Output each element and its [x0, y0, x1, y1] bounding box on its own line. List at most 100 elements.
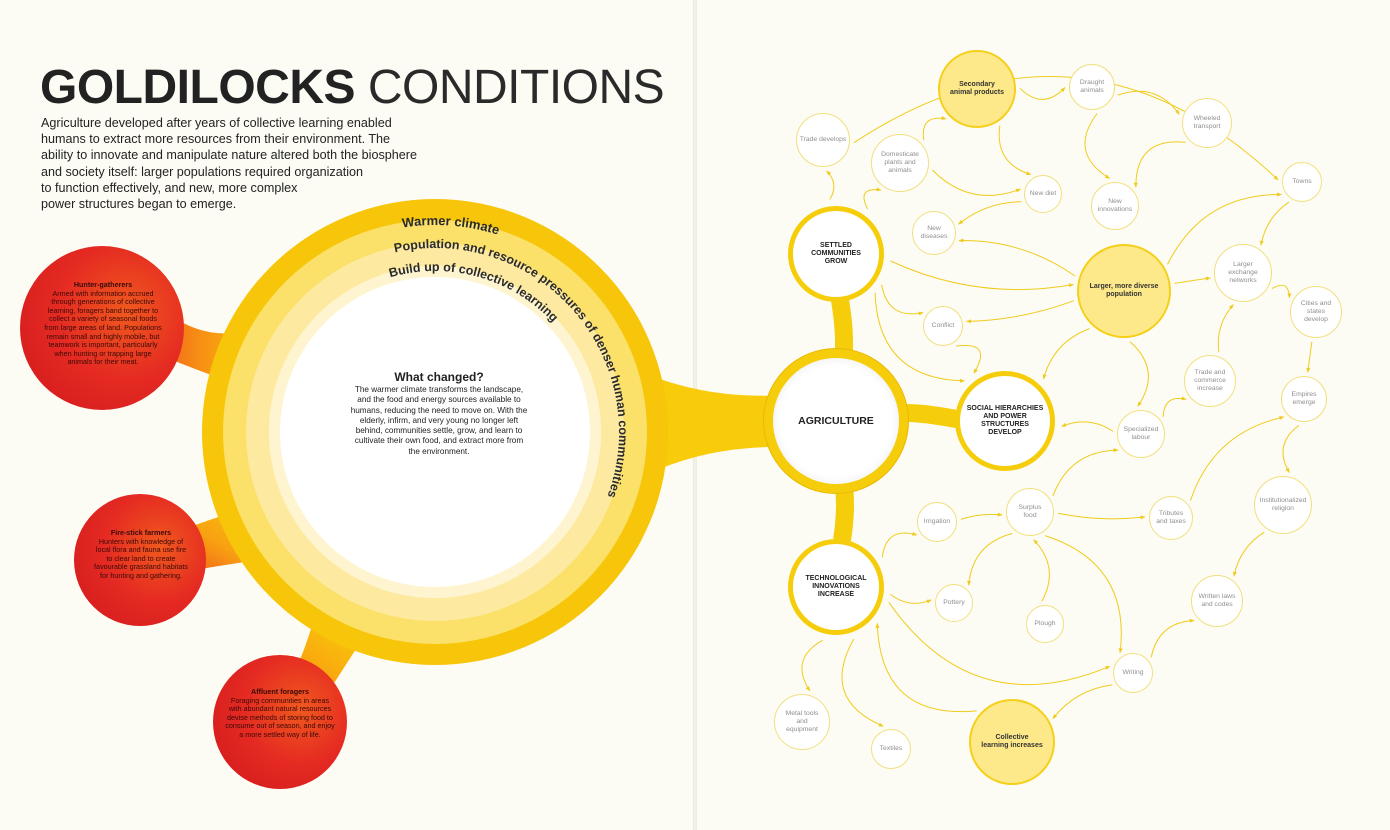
- link-arrow: [958, 201, 1022, 225]
- title-light: CONDITIONS: [367, 61, 665, 114]
- node-empires: Empires emerge: [1281, 376, 1327, 422]
- node-new-diseases: New diseases: [912, 211, 956, 255]
- fire-stick-heading: Fire-stick farmers: [110, 528, 172, 537]
- affluent-text: Affluent foragers Foraging communities i…: [224, 687, 336, 740]
- circle-fire-stick: [74, 494, 206, 626]
- node-surplus: Surplus food: [1006, 488, 1054, 536]
- node-plough: Plough: [1026, 605, 1064, 643]
- node-trade-develops: Trade develops: [796, 113, 850, 167]
- inner-circle: [280, 277, 590, 587]
- link-arrow: [1019, 87, 1066, 100]
- node-label: Trade and commerce increase: [1194, 369, 1226, 392]
- circle-hunter-gatherers: [20, 246, 184, 410]
- link-arrow: [875, 622, 977, 713]
- link-arrow: [863, 187, 882, 210]
- node-label: Plough: [1034, 620, 1056, 627]
- link-arrow: [801, 639, 823, 692]
- link-arrow: [841, 638, 884, 727]
- intro-line: power structures began to emerge.: [41, 197, 237, 212]
- link-arrow: [1162, 396, 1187, 417]
- node-label: Writing: [1122, 669, 1144, 676]
- node-label: Conflict: [931, 322, 955, 329]
- link-arrow: [1033, 539, 1050, 602]
- hub-social: SOCIAL HIERARCHIES AND POWER STRUCTURES …: [955, 371, 1055, 471]
- link-arrow: [1217, 304, 1234, 353]
- node-written-laws: Written laws and codes: [1191, 575, 1243, 627]
- link-arrow: [1232, 531, 1265, 577]
- node-wheeled: Wheeled transport: [1182, 98, 1232, 148]
- node-conflict: Conflict: [923, 306, 963, 346]
- intro-line: to function effectively, and new, more c…: [41, 180, 298, 195]
- node-pottery: Pottery: [935, 584, 973, 622]
- hub-agriculture: AGRICULTURE: [764, 349, 908, 493]
- link-arrow: [960, 512, 1003, 520]
- node-collective-label: Collective learning increases: [981, 733, 1043, 749]
- affluent-heading: Affluent foragers: [251, 687, 309, 696]
- node-secondary-label: Secondary animal products: [949, 80, 1005, 96]
- link-arrow: [1052, 684, 1113, 720]
- intro-text: Agriculture developed after years of col…: [41, 115, 431, 212]
- link-arrow: [1271, 284, 1292, 299]
- node-exchange: Larger exchange networks: [1214, 244, 1272, 302]
- link-arrow: [1189, 415, 1285, 501]
- node-new-innovations: New innovations: [1091, 182, 1139, 230]
- link-arrow: [1150, 618, 1195, 658]
- node-label: Institutionalized religion: [1259, 497, 1307, 512]
- node-trade-commerce: Trade and commerce increase: [1184, 355, 1236, 407]
- link-arrow: [881, 284, 924, 316]
- node-label: Pottery: [943, 599, 965, 606]
- node-label: Trade develops: [799, 136, 847, 143]
- node-label: Textiles: [879, 745, 903, 752]
- node-population: Larger, more diverse population: [1077, 244, 1171, 338]
- link-arrow: [874, 292, 965, 383]
- node-label: Draught animals: [1079, 79, 1105, 94]
- intro-line: humans to extract more resources from th…: [41, 132, 391, 147]
- intro-line: ability to innovate and manipulate natur…: [41, 148, 417, 163]
- link-arrow: [826, 170, 835, 200]
- link-arrow: [966, 300, 1075, 324]
- link-arrow: [1052, 448, 1119, 497]
- node-label: Specialized labour: [1123, 426, 1159, 441]
- link-arrow: [890, 594, 932, 604]
- node-label: New diet: [1029, 190, 1057, 197]
- hub-settled-label: SETTLED COMMUNITIES GROW: [811, 241, 861, 266]
- link-arrow: [922, 116, 947, 141]
- link-arrow: [1282, 425, 1300, 474]
- link-arrow: [1259, 201, 1290, 246]
- title-bold: GOLDILOCKS: [40, 61, 356, 114]
- node-domesticate: Domesticate plants and animals: [871, 134, 929, 192]
- link-arrow: [967, 533, 1013, 586]
- link-arrow: [1174, 276, 1211, 284]
- node-label: Cities and states develop: [1300, 300, 1332, 323]
- fire-stick-text: Fire-stick farmers Hunters with knowledg…: [94, 528, 188, 581]
- node-towns: Towns: [1282, 162, 1322, 202]
- what-changed-heading: What changed?: [394, 370, 484, 384]
- node-population-label: Larger, more diverse population: [1089, 282, 1159, 298]
- link-arrow: [1061, 421, 1114, 432]
- page-title: GOLDILOCKS CONDITIONS: [40, 60, 665, 116]
- intro-line: Agriculture developed after years of col…: [41, 116, 392, 130]
- link-arrow: [1133, 141, 1186, 188]
- affluent-body: Foraging communities in areas with abund…: [225, 695, 335, 739]
- link-arrow: [888, 602, 1111, 685]
- node-label: Written laws and codes: [1198, 593, 1236, 608]
- node-label: Surplus food: [1018, 504, 1042, 519]
- link-arrow: [1084, 113, 1111, 179]
- node-irrigation: Irrigation: [917, 502, 957, 542]
- hub-settled: SETTLED COMMUNITIES GROW: [788, 206, 884, 302]
- node-label: Tributes and taxes: [1156, 510, 1186, 525]
- node-secondary: Secondary animal products: [938, 50, 1016, 128]
- link-arrow: [881, 531, 918, 558]
- node-label: Empires emerge: [1291, 391, 1317, 406]
- circle-affluent: [213, 655, 347, 789]
- hunter-gatherers-heading: Hunter-gatherers: [73, 280, 133, 289]
- fire-stick-body: Hunters with knowledge of local flora an…: [94, 536, 188, 580]
- node-specialized: Specialized labour: [1117, 410, 1165, 458]
- node-label: Domesticate plants and animals: [881, 151, 919, 174]
- node-label: Irrigation: [923, 518, 951, 525]
- node-metal: Metal tools and equipment: [774, 694, 830, 750]
- link-arrows: [801, 75, 1313, 727]
- hub-agriculture-label: AGRICULTURE: [798, 415, 874, 427]
- link-arrow: [931, 169, 1021, 196]
